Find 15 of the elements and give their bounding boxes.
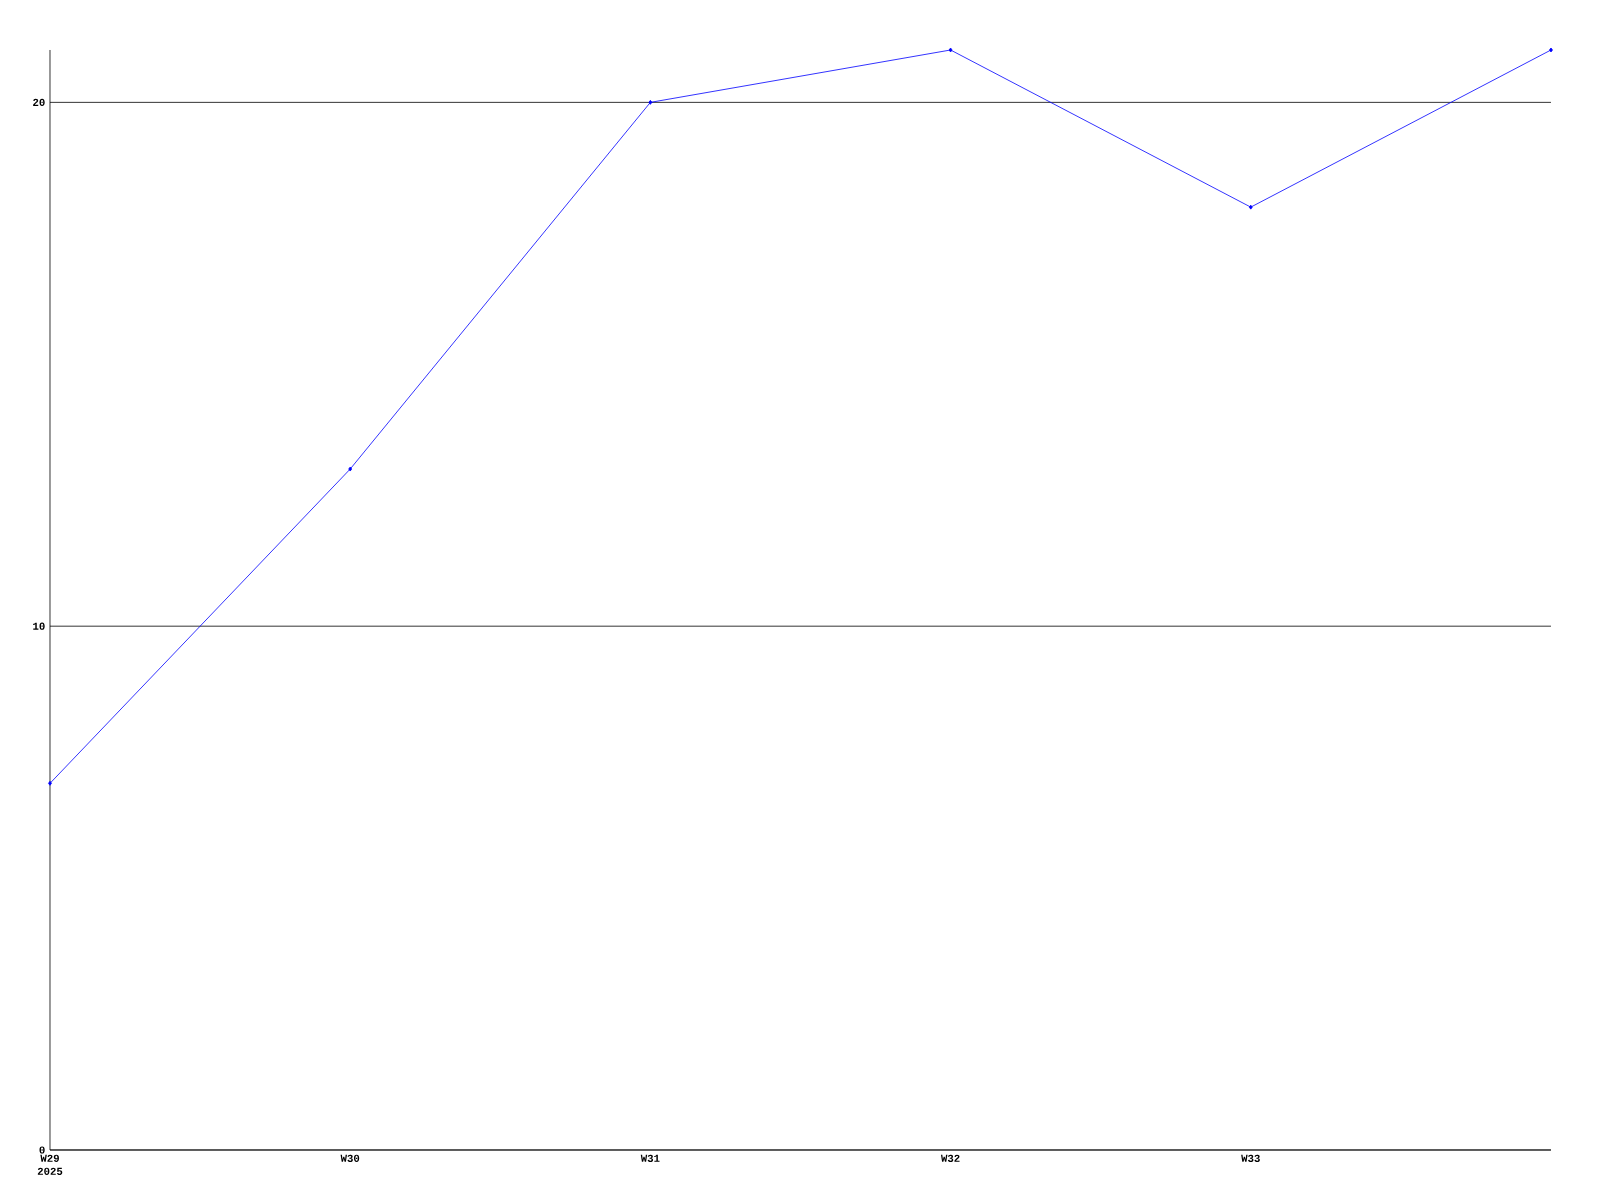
x-tick-label: W29 xyxy=(40,1154,59,1162)
x-tick-label: W30 xyxy=(340,1154,360,1162)
text: 2025 xyxy=(37,1167,63,1175)
x-tick-label: W31 xyxy=(640,1154,660,1162)
point xyxy=(648,99,653,105)
point xyxy=(48,780,52,786)
y-tick-label: 10 xyxy=(33,622,45,630)
x-tick-label: W33 xyxy=(1241,1154,1260,1162)
x-tick-label: W32 xyxy=(940,1154,960,1162)
y-tick-label: 0 xyxy=(39,1146,45,1154)
point xyxy=(948,47,953,53)
y-tick-label: 20 xyxy=(33,98,45,106)
point xyxy=(1549,47,1553,53)
point xyxy=(348,466,353,472)
point xyxy=(1248,204,1253,210)
